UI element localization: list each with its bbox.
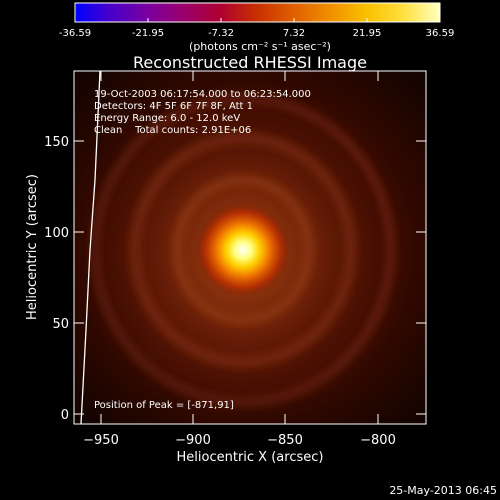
rhessi-image <box>74 71 426 424</box>
colorbar <box>74 2 441 23</box>
info-line-counts: Clean Total counts: 2.91E+06 <box>94 125 251 136</box>
info-line-energy: Energy Range: 6.0 - 12.0 keV <box>94 113 240 124</box>
footer-date: 25-May-2013 06:45 <box>389 484 497 497</box>
observation-info: 19-Oct-2003 06:17:54.000 to 06:23:54.000… <box>94 89 311 136</box>
y-tick-label: 50 <box>52 317 69 332</box>
x-tick-label: −950 <box>83 433 119 448</box>
x-tick-label: −900 <box>175 433 211 448</box>
colorbar-tick-label: 7.32 <box>283 28 305 39</box>
colorbar-ticks: -36.59 -21.95 -7.32 7.32 21.95 36.59 <box>59 18 454 39</box>
x-axis-label: Heliocentric X (arcsec) <box>177 450 324 465</box>
y-tick-label: 100 <box>44 226 69 241</box>
y-tick-label: 150 <box>44 135 69 150</box>
info-line-time: 19-Oct-2003 06:17:54.000 to 06:23:54.000 <box>94 89 311 100</box>
colorbar-tick-label: -21.95 <box>132 28 164 39</box>
y-tick-labels: 0 50 100 150 <box>44 135 69 423</box>
colorbar-tick-label: 21.95 <box>353 28 382 39</box>
info-line-detectors: Detectors: 4F 5F 6F 7F 8F, Att 1 <box>94 101 253 112</box>
y-axis-label: Heliocentric Y (arcsec) <box>25 174 40 320</box>
peak-position-label: Position of Peak = [-871,91] <box>94 400 234 411</box>
y-tick-label: 0 <box>61 408 69 423</box>
solar-limb-line <box>80 71 101 424</box>
colorbar-units-label: (photons cm⁻² s⁻¹ asec⁻²) <box>189 40 331 53</box>
plot-title: Reconstructed RHESSI Image <box>133 53 367 72</box>
y-axis <box>74 140 426 415</box>
x-axis <box>100 71 379 424</box>
x-tick-labels: −950 −900 −850 −800 <box>83 433 396 448</box>
plot-frame <box>73 70 427 425</box>
x-tick-label: −850 <box>267 433 303 448</box>
colorbar-tick-label: 36.59 <box>426 28 455 39</box>
colorbar-tick-label: -7.32 <box>208 28 234 39</box>
x-tick-label: −800 <box>360 433 396 448</box>
colorbar-tick-label: -36.59 <box>59 28 91 39</box>
